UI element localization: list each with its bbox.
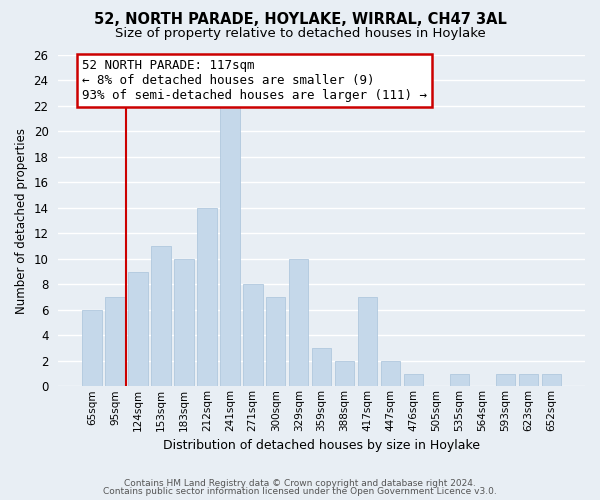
Bar	[381, 361, 400, 386]
Text: Contains public sector information licensed under the Open Government Licence v3: Contains public sector information licen…	[103, 487, 497, 496]
Bar	[266, 297, 286, 386]
Bar	[174, 259, 194, 386]
Text: 52, NORTH PARADE, HOYLAKE, WIRRAL, CH47 3AL: 52, NORTH PARADE, HOYLAKE, WIRRAL, CH47 …	[94, 12, 506, 28]
Bar	[289, 259, 308, 386]
Bar	[312, 348, 331, 387]
Bar	[358, 297, 377, 386]
Bar	[105, 297, 125, 386]
Bar	[128, 272, 148, 386]
Bar	[335, 361, 355, 386]
X-axis label: Distribution of detached houses by size in Hoylake: Distribution of detached houses by size …	[163, 440, 480, 452]
Bar	[542, 374, 561, 386]
Bar	[404, 374, 423, 386]
Bar	[243, 284, 263, 386]
Bar	[518, 374, 538, 386]
Bar	[449, 374, 469, 386]
Bar	[220, 106, 239, 386]
Bar	[496, 374, 515, 386]
Y-axis label: Number of detached properties: Number of detached properties	[15, 128, 28, 314]
Text: Contains HM Land Registry data © Crown copyright and database right 2024.: Contains HM Land Registry data © Crown c…	[124, 478, 476, 488]
Bar	[197, 208, 217, 386]
Text: Size of property relative to detached houses in Hoylake: Size of property relative to detached ho…	[115, 28, 485, 40]
Bar	[151, 246, 170, 386]
Text: 52 NORTH PARADE: 117sqm
← 8% of detached houses are smaller (9)
93% of semi-deta: 52 NORTH PARADE: 117sqm ← 8% of detached…	[82, 59, 427, 102]
Bar	[82, 310, 102, 386]
